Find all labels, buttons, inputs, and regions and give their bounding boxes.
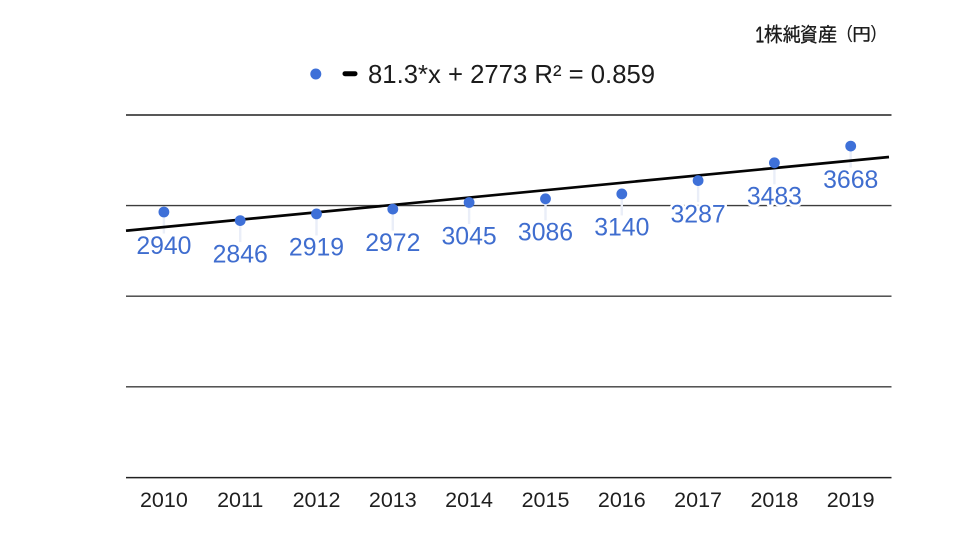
svg-text:2019: 2019 (827, 488, 875, 512)
svg-text:3086: 3086 (518, 220, 573, 247)
svg-text:2016: 2016 (598, 488, 646, 512)
svg-text:2011: 2011 (217, 488, 263, 512)
svg-text:2919: 2919 (289, 235, 344, 262)
svg-text:3668: 3668 (823, 167, 878, 194)
svg-text:2014: 2014 (445, 488, 493, 512)
svg-text:3140: 3140 (594, 215, 649, 242)
svg-text:2018: 2018 (750, 488, 798, 512)
svg-text:2846: 2846 (213, 241, 268, 268)
svg-text:81.3*x + 2773 R² = 0.859: 81.3*x + 2773 R² = 0.859 (368, 61, 655, 89)
svg-text:2013: 2013 (369, 488, 417, 512)
svg-text:3483: 3483 (747, 184, 802, 211)
svg-text:2017: 2017 (674, 488, 722, 512)
svg-text:3287: 3287 (671, 201, 726, 228)
svg-text:2012: 2012 (293, 488, 341, 512)
svg-text:2015: 2015 (522, 488, 570, 512)
svg-text:2940: 2940 (136, 233, 191, 260)
svg-text:2010: 2010 (140, 488, 188, 512)
svg-text:2972: 2972 (365, 230, 420, 257)
svg-text:3045: 3045 (442, 223, 497, 250)
